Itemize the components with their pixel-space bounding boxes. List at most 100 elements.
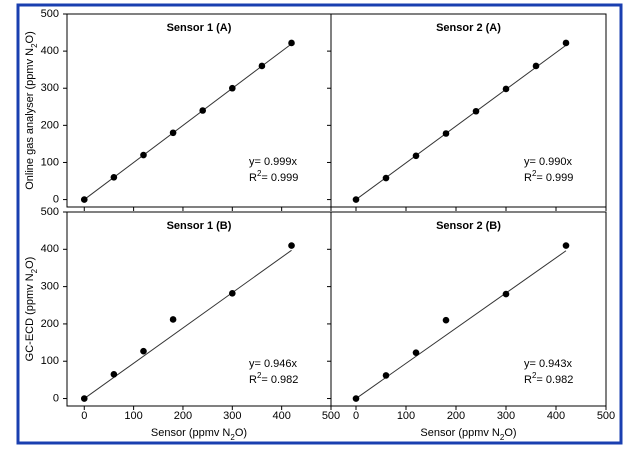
- x-axis-label-part: 2: [230, 433, 235, 442]
- y-tick-label: 500: [41, 206, 59, 218]
- point: [382, 174, 390, 182]
- y-tick-label: 0: [53, 193, 59, 205]
- x-axis-label-part: O): [235, 427, 247, 439]
- r2-label-part: 2: [257, 169, 262, 178]
- point: [352, 395, 360, 402]
- r2-label-part: 2: [257, 371, 262, 380]
- point: [562, 39, 570, 47]
- point: [288, 39, 295, 47]
- point: [169, 129, 177, 137]
- x-tick-label: 300: [497, 410, 515, 422]
- point: [472, 107, 480, 115]
- plot-frame: [330, 211, 607, 407]
- point: [288, 242, 295, 249]
- r2-label: R2= 0.982: [249, 371, 298, 386]
- slope-label: y= 0.990x: [524, 156, 573, 168]
- point: [502, 290, 510, 298]
- x-tick-label: 100: [124, 410, 142, 422]
- y-tick-label: 200: [41, 119, 59, 131]
- y-tick-label: 300: [41, 281, 59, 293]
- x-tick-label: 500: [597, 410, 615, 422]
- point: [382, 372, 390, 379]
- point: [502, 85, 510, 93]
- point: [258, 62, 266, 70]
- point: [412, 152, 420, 160]
- x-axis-label-part: Sensor (ppmv N: [420, 427, 500, 439]
- r2-label: R2= 0.999: [524, 169, 573, 184]
- panel-title: Sensor 1 (B): [167, 220, 232, 232]
- point: [140, 347, 147, 355]
- x-tick-label: 400: [547, 410, 565, 422]
- point: [442, 316, 450, 324]
- r2-label-part: R: [249, 172, 257, 184]
- y-axis-label-part: 2: [30, 268, 39, 273]
- y-tick-label: 400: [41, 45, 59, 57]
- x-axis-label: Sensor (ppmv N2O): [420, 427, 516, 442]
- y-tick-label: 0: [53, 392, 59, 404]
- fit-line: [83, 43, 292, 200]
- r2-label-part: = 0.999: [261, 172, 298, 184]
- y-axis-label-part: GC-ECD (ppmv N: [24, 273, 36, 361]
- point: [229, 84, 236, 92]
- y-axis-label-part: 2: [30, 43, 39, 48]
- point: [140, 151, 147, 159]
- figure-border: [16, 3, 623, 445]
- point: [442, 130, 450, 137]
- x-axis-label-part: O): [504, 427, 516, 439]
- y-axis-label: GC-ECD (ppmv N2O): [24, 257, 39, 362]
- x-tick-label: 400: [272, 410, 290, 422]
- slope-label: y= 0.999x: [249, 156, 298, 168]
- point: [80, 196, 88, 203]
- x-axis-label: Sensor (ppmv N2O): [151, 427, 247, 442]
- y-tick-label: 500: [41, 8, 59, 20]
- r2-label-part: = 0.982: [261, 374, 298, 386]
- x-tick-label: 200: [174, 410, 192, 422]
- y-axis-label-part: O): [24, 257, 36, 269]
- x-tick-label: 0: [353, 410, 359, 422]
- x-axis-label-part: Sensor (ppmv N: [151, 427, 231, 439]
- r2-label-part: = 0.999: [536, 172, 573, 184]
- x-tick-label: 300: [223, 410, 241, 422]
- point: [169, 316, 177, 323]
- x-tick-label: 100: [397, 410, 415, 422]
- plot-frame: [330, 13, 607, 208]
- y-axis-label: Online gas analyser (ppmv N2O): [24, 31, 39, 190]
- slope-label: y= 0.943x: [524, 358, 573, 370]
- point: [562, 242, 570, 249]
- point: [412, 349, 420, 356]
- fit-line: [83, 249, 292, 399]
- r2-label-part: 2: [532, 371, 537, 380]
- r2-label: R2= 0.982: [524, 371, 573, 386]
- panel-title: Sensor 2 (A): [436, 22, 501, 34]
- point: [532, 62, 540, 70]
- x-tick-label: 0: [81, 410, 87, 422]
- y-tick-label: 300: [41, 82, 59, 94]
- x-tick-label: 200: [447, 410, 465, 422]
- r2-label-part: = 0.982: [536, 374, 573, 386]
- r2-label-part: R: [524, 374, 532, 386]
- r2-label-part: R: [524, 172, 532, 184]
- point: [229, 290, 236, 297]
- y-tick-label: 100: [41, 355, 59, 367]
- y-axis-label-part: O): [24, 31, 36, 43]
- x-tick-label: 500: [322, 410, 340, 422]
- panel-title: Sensor 1 (A): [167, 22, 232, 34]
- point: [110, 370, 118, 378]
- y-axis-label-part: Online gas analyser (ppmv N: [24, 48, 36, 190]
- point: [352, 196, 360, 203]
- fit-line: [355, 44, 567, 200]
- fit-line: [355, 250, 567, 399]
- x-axis-label-part: 2: [500, 433, 505, 442]
- point: [110, 174, 118, 181]
- point: [199, 107, 207, 114]
- y-tick-label: 200: [41, 318, 59, 330]
- r2-label: R2= 0.999: [249, 169, 298, 184]
- panel-title: Sensor 2 (B): [436, 220, 501, 232]
- point: [80, 395, 88, 402]
- r2-label-part: R: [249, 374, 257, 386]
- r2-label-part: 2: [532, 169, 537, 178]
- y-tick-label: 400: [41, 243, 59, 255]
- slope-label: y= 0.946x: [249, 358, 298, 370]
- y-tick-label: 100: [41, 156, 59, 168]
